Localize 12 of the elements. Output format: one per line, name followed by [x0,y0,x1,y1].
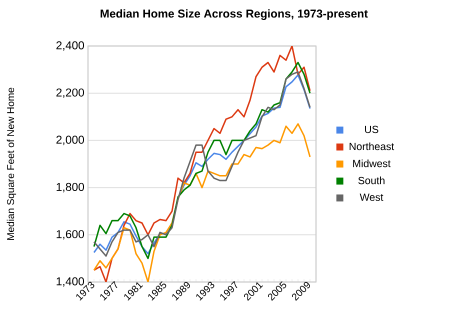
legend-label: US [365,126,378,134]
y-tick-label: 2,400 [56,41,84,51]
y-tick-label: 2,200 [56,88,84,98]
y-tick-label: 2,000 [56,136,84,146]
legend-label: Midwest [353,160,391,168]
legend-label: Northeast [350,142,394,150]
y-tick-label: 1,600 [56,230,84,240]
legend-label: West [360,194,384,201]
legend-label: South [358,176,384,184]
y-axis-title: Median Square Feet of New Home [6,88,16,240]
chart-title: Median Home Size Across Regions, 1973-present [100,9,368,20]
y-tick-label: 1,800 [56,182,84,192]
